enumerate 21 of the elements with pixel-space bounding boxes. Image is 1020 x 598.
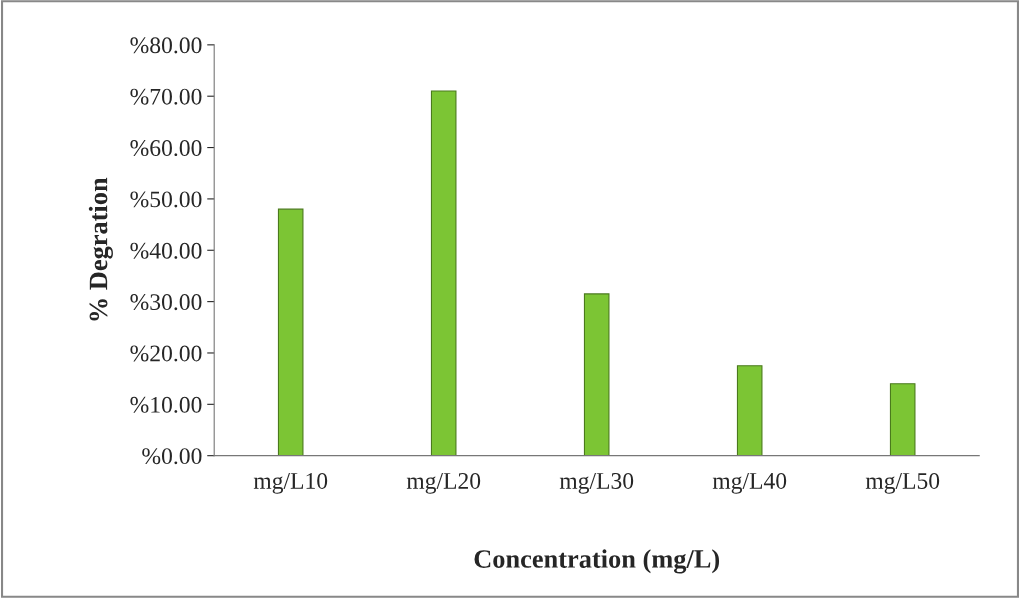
bar	[583, 293, 610, 456]
bar	[736, 365, 763, 456]
y-axis-title: % Degration	[88, 177, 113, 321]
x-tick-label: mg/L30	[559, 472, 634, 494]
x-tick-label: mg/L20	[406, 472, 481, 494]
x-tick-label: mg/L40	[712, 472, 787, 494]
x-tick-label: mg/L10	[253, 472, 328, 494]
y-tick-label: %60.00	[130, 140, 202, 157]
bar	[889, 383, 916, 456]
y-tick-label: %30.00	[130, 294, 202, 311]
bar	[277, 208, 304, 456]
bar	[430, 90, 457, 456]
y-tick-label: %80.00	[130, 37, 202, 54]
x-axis-title: Concentration (mg/L)	[474, 549, 720, 574]
y-tick-label: %50.00	[130, 191, 202, 208]
y-tick-label: %0.00	[142, 448, 202, 465]
x-tick-label: mg/L50	[865, 472, 940, 494]
y-tick-label: %20.00	[130, 345, 202, 362]
y-tick-label: %10.00	[130, 396, 202, 413]
y-tick-label: %40.00	[130, 242, 202, 259]
y-tick-label: %70.00	[130, 88, 202, 105]
